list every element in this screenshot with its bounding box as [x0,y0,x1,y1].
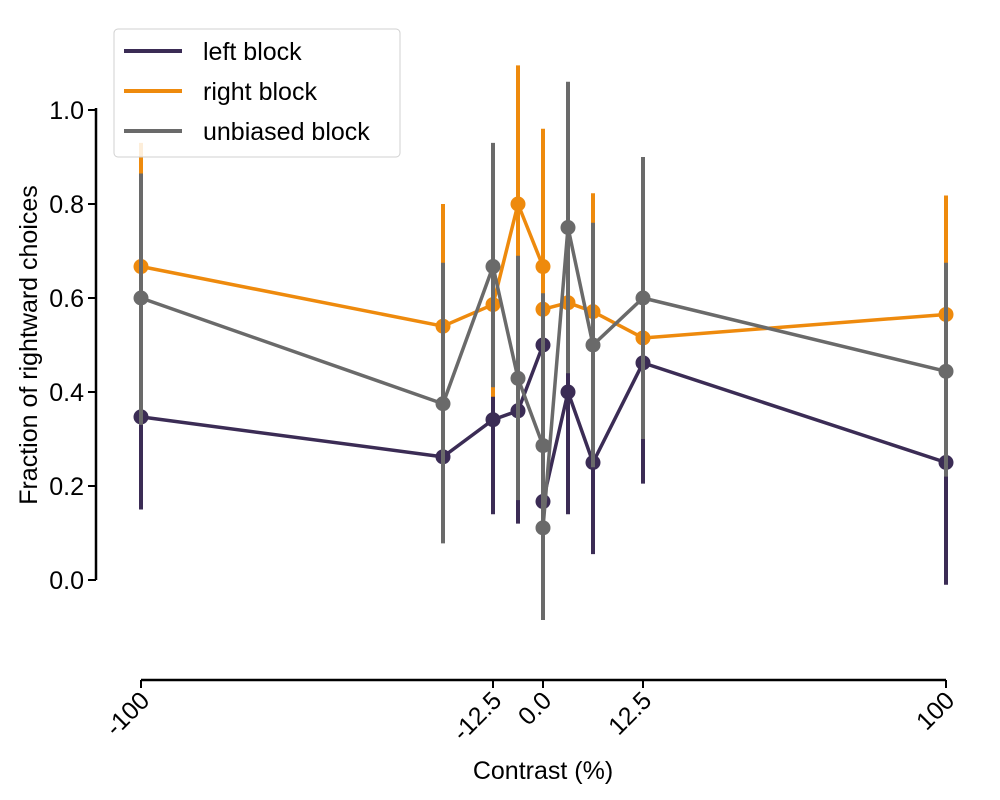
data-point [435,396,451,412]
legend-label-unbiased-block: unbiased block [203,118,370,146]
plot-area [133,65,954,620]
legend-frame [113,28,401,158]
y-tick-label: 0.8 [49,191,84,219]
data-point [635,290,651,306]
data-point [510,196,526,212]
data-point [485,412,501,428]
data-point [560,220,576,235]
data-point [535,520,551,536]
data-point [535,259,551,275]
data-point [133,290,149,306]
data-point [560,384,576,400]
y-tick-label: 0.4 [49,379,84,407]
x-axis: -100 -12.5 0.0 12.5 100 [100,678,960,747]
x-tick-label: 0.0 [513,686,557,730]
data-point [938,363,954,379]
x-tick-label: -12.5 [447,686,507,746]
data-point [585,337,601,353]
x-axis-title: Contrast (%) [473,757,613,785]
y-tick-label: 0.0 [49,567,84,595]
series-unbiased-block [133,81,954,620]
y-axis: 0.0 0.2 0.4 0.6 0.8 1.0 [49,97,98,595]
x-tick-label: 12.5 [603,686,657,740]
series-line [140,225,947,530]
y-axis-title: Fraction of rightward choices [15,185,43,505]
x-tick-label: 100 [911,686,960,735]
series-line [140,202,947,340]
y-ticks: 0.0 0.2 0.4 0.6 0.8 1.0 [49,97,96,595]
x-ticks: -100 -12.5 0.0 12.5 100 [100,680,960,747]
data-point [485,259,501,275]
legend-label-right-block: right block [203,78,317,106]
y-tick-label: 1.0 [49,97,84,125]
y-tick-label: 0.6 [49,285,84,313]
legend: left block right block unbiased block [113,28,401,158]
y-tick-label: 0.2 [49,473,84,501]
legend-label-left-block: left block [203,38,302,66]
data-point [535,438,551,454]
data-point [510,370,526,386]
x-tick-label: -100 [100,686,155,741]
